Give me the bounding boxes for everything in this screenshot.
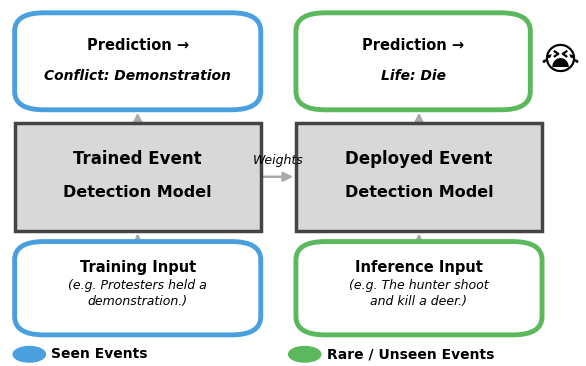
Text: Deployed Event: Deployed Event — [345, 150, 493, 168]
Text: Detection Model: Detection Model — [63, 185, 212, 200]
FancyBboxPatch shape — [15, 242, 261, 335]
Text: Prediction →: Prediction → — [362, 38, 464, 53]
Text: Prediction →: Prediction → — [87, 38, 189, 53]
Text: Rare / Unseen Events: Rare / Unseen Events — [327, 347, 494, 361]
FancyBboxPatch shape — [15, 123, 261, 231]
Text: Trained Event: Trained Event — [73, 150, 202, 168]
Text: Weights: Weights — [253, 154, 304, 167]
Text: Training Input: Training Input — [80, 260, 196, 275]
Text: Detection Model: Detection Model — [345, 185, 493, 200]
Text: Life: Die: Life: Die — [381, 69, 445, 83]
Text: (e.g. Protesters held a
demonstration.): (e.g. Protesters held a demonstration.) — [69, 279, 207, 308]
Ellipse shape — [13, 347, 46, 362]
Text: Conflict: Demonstration: Conflict: Demonstration — [45, 69, 231, 83]
Text: 😭: 😭 — [540, 44, 579, 77]
Text: Seen Events: Seen Events — [52, 347, 148, 361]
Ellipse shape — [289, 347, 321, 362]
Text: (e.g. The hunter shoot
and kill a deer.): (e.g. The hunter shoot and kill a deer.) — [349, 279, 489, 308]
FancyBboxPatch shape — [296, 242, 542, 335]
FancyBboxPatch shape — [296, 123, 542, 231]
Text: Inference Input: Inference Input — [355, 260, 483, 275]
FancyBboxPatch shape — [296, 13, 530, 110]
FancyBboxPatch shape — [15, 13, 261, 110]
